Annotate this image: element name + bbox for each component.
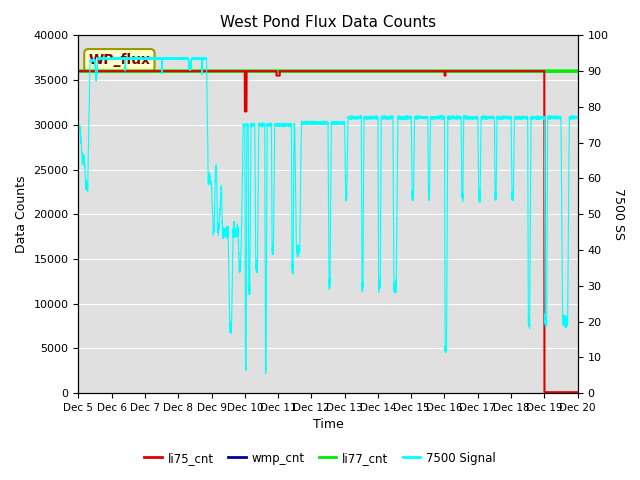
Y-axis label: Data Counts: Data Counts — [15, 176, 28, 253]
X-axis label: Time: Time — [312, 419, 344, 432]
Text: WP_flux: WP_flux — [88, 53, 150, 67]
Legend: li75_cnt, wmp_cnt, li77_cnt, 7500 Signal: li75_cnt, wmp_cnt, li77_cnt, 7500 Signal — [139, 447, 501, 469]
Title: West Pond Flux Data Counts: West Pond Flux Data Counts — [220, 15, 436, 30]
Y-axis label: 7500 SS: 7500 SS — [612, 188, 625, 240]
